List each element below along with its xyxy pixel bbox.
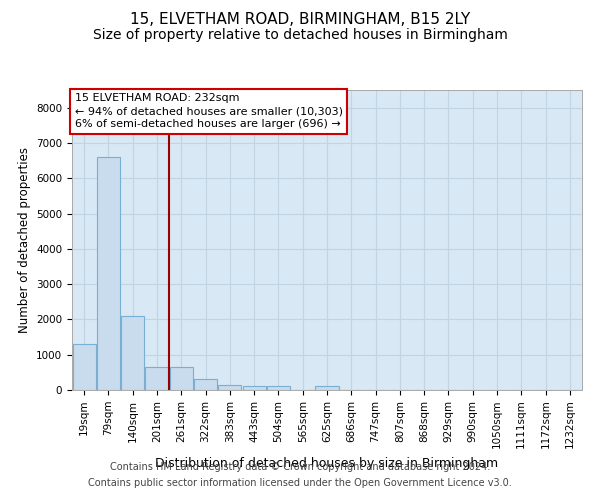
Bar (170, 367, 193, 390)
Bar (97, 157, 120, 390)
Bar (73, 344, 95, 390)
Bar (194, 379, 217, 390)
Text: Contains public sector information licensed under the Open Government Licence v3: Contains public sector information licen… (88, 478, 512, 488)
X-axis label: Distribution of detached houses by size in Birmingham: Distribution of detached houses by size … (155, 457, 499, 470)
Bar (316, 386, 338, 390)
Text: Contains HM Land Registry data © Crown copyright and database right 2024.: Contains HM Land Registry data © Crown c… (110, 462, 490, 472)
Bar (218, 384, 241, 390)
Bar (242, 386, 266, 390)
Y-axis label: Number of detached properties: Number of detached properties (17, 147, 31, 333)
Bar (267, 386, 290, 390)
Bar (145, 367, 169, 390)
Text: 15 ELVETHAM ROAD: 232sqm
← 94% of detached houses are smaller (10,303)
6% of sem: 15 ELVETHAM ROAD: 232sqm ← 94% of detach… (74, 93, 343, 130)
Bar (121, 316, 144, 390)
Text: 15, ELVETHAM ROAD, BIRMINGHAM, B15 2LY: 15, ELVETHAM ROAD, BIRMINGHAM, B15 2LY (130, 12, 470, 28)
Text: Size of property relative to detached houses in Birmingham: Size of property relative to detached ho… (92, 28, 508, 42)
